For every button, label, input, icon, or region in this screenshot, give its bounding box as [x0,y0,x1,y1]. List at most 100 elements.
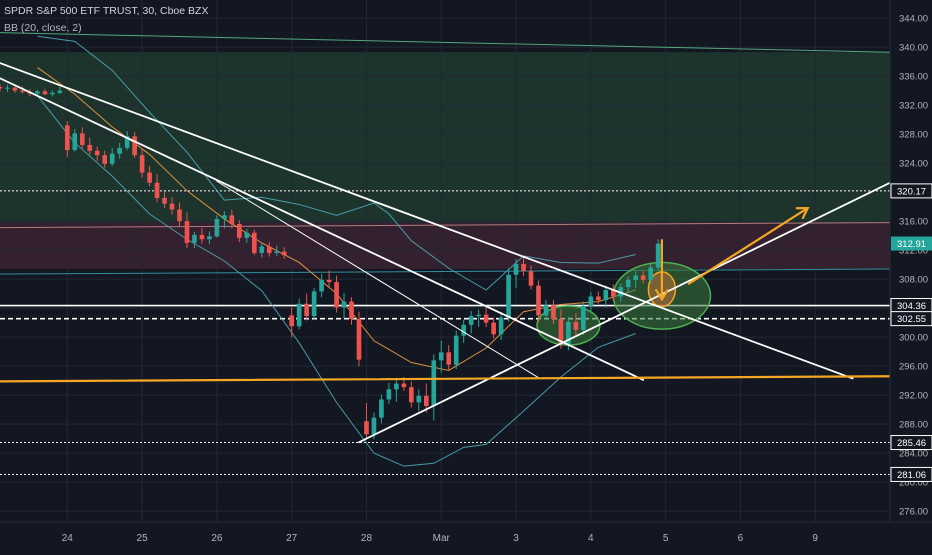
candle-body [64,125,70,151]
candle-body [416,395,422,403]
trend-line[interactable] [0,77,645,381]
trend-line[interactable] [358,178,899,444]
candle-body [364,421,369,435]
candle-body [117,147,122,154]
candle-body [132,136,137,156]
candle-body [251,232,257,254]
candle-body [431,360,437,406]
price-zone [0,52,890,223]
candle-body [319,279,324,292]
candle-body [506,274,511,318]
candle-body [625,279,631,288]
trend-line[interactable] [216,180,539,379]
candle-body [603,290,609,301]
candle-body [274,251,280,254]
candle-body [423,395,429,406]
candle-body [296,303,302,327]
bb-upper-band [37,35,636,291]
candle-body [401,383,407,388]
trend-line[interactable] [0,375,892,383]
level-badge [890,183,932,199]
price-tick-label: 284.00 [899,449,928,460]
candle-body [87,145,93,151]
candle-body [610,290,616,297]
candle-body [12,87,18,91]
candle-body [483,314,489,323]
candle-body [394,383,399,390]
candle-body [50,92,55,95]
candle-body [648,267,653,280]
candle-body [72,133,78,151]
candle-body [94,150,100,156]
price-tick-label: 276.00 [899,507,928,518]
candle-body [498,317,504,335]
price-tick-label: 300.00 [899,333,928,344]
candle-body [229,215,235,225]
candle-body [35,91,40,94]
candle-body [326,279,332,283]
price-zone [0,222,890,269]
zone-boundary-line [0,222,891,229]
current-price-label: 312.91 [897,239,926,250]
candle-body [446,352,452,365]
zone-boundary-line [0,268,891,275]
price-tick-label: 308.00 [899,275,928,286]
candle-body [281,251,287,256]
candle-body [588,296,594,306]
candle-body [461,324,467,336]
level-badge-label: 285.46 [897,438,926,449]
time-tick-label: 28 [361,533,373,544]
candle-body [154,182,160,198]
candle-body [79,133,85,145]
indicator-label: BB (20, close, 2) [4,22,82,34]
level-badge [890,435,932,451]
candle-body [536,285,541,316]
price-tick-label: 292.00 [899,391,928,402]
candle-body [491,322,496,335]
price-tick-label: 296.00 [899,362,928,373]
candle-body [139,155,145,173]
candle-body [543,305,549,316]
candle-body [177,209,182,222]
candle-body [207,236,212,240]
level-badge [890,311,932,327]
price-tick-label: 288.00 [899,420,928,431]
candle-body [311,291,317,317]
candle-body [199,234,205,240]
time-tick-label: 27 [286,533,298,544]
candle-body [551,305,556,319]
candle-body [0,87,3,89]
candle-body [371,417,377,435]
candle-body [476,314,481,317]
symbol-title: SPDR S&P 500 ETF TRUST, 30, Cboe BZX [4,5,209,17]
candle-body [566,321,571,345]
price-tick-label: 328.00 [899,130,928,141]
candle-body [581,305,586,330]
arrow-shaft[interactable] [687,207,809,286]
candle-body [386,389,392,400]
candle-body [655,243,661,268]
time-tick-label: 6 [738,533,744,544]
time-tick-label: 9 [812,533,818,544]
time-tick-label: 3 [513,533,519,544]
candle-body [169,203,175,210]
candle-body [438,352,444,361]
price-tick-label: 340.00 [899,43,928,54]
candle-body [349,301,354,319]
candle-body [640,275,646,280]
candle-body [109,153,115,164]
price-tick-label: 316.00 [899,217,928,228]
candle-body [20,90,25,93]
candle-body [528,271,534,286]
price-tick-label: 280.00 [899,478,928,489]
candle-body [289,315,294,327]
trend-line[interactable] [0,62,854,380]
candle-body [558,319,564,345]
price-tick-label: 324.00 [899,159,928,170]
candle-body [633,275,639,280]
candle-body [573,321,579,330]
candle-body [334,282,339,308]
time-axis-panel [0,522,932,550]
